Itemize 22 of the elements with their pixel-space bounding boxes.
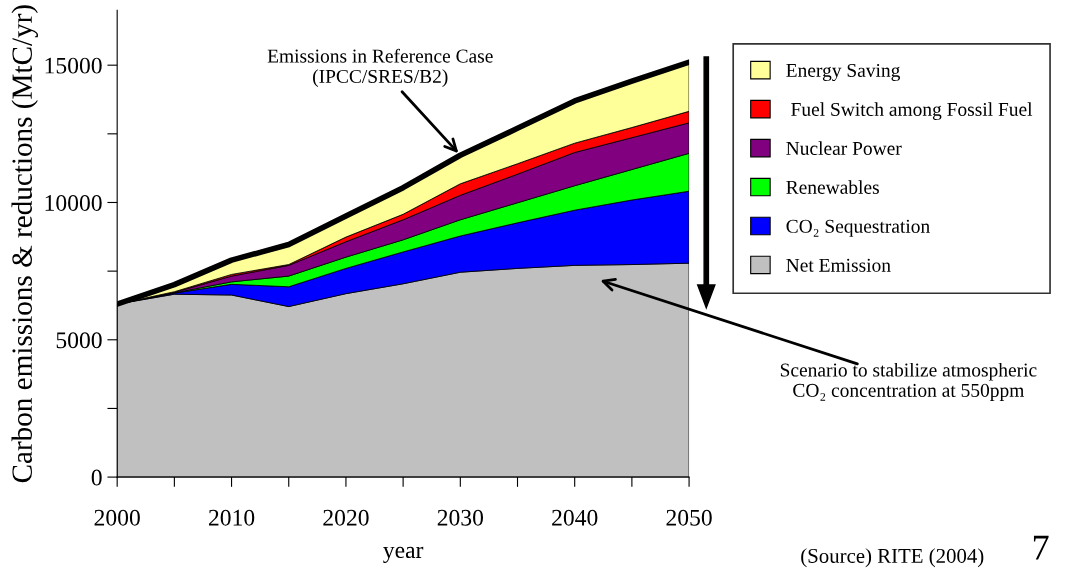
text: (Source) RITE (2004) [801, 548, 984, 568]
x-tick-label: 2050 [666, 509, 712, 526]
y-tick-label: 15000 [45, 57, 102, 74]
legend-label: CO₂ Sequestration [786, 219, 930, 237]
x-tick-label: 2030 [437, 509, 484, 526]
x-tick-label: 2020 [323, 509, 369, 526]
y-tick-label: 5000 [56, 332, 102, 349]
y-axis-title: Carbon emissions & reductions (MtC/yr) [11, 5, 39, 483]
legend-label: Energy Saving [786, 63, 901, 81]
y-tick-label: 0 [91, 469, 102, 486]
x-tick-label: 2040 [552, 509, 598, 526]
y-tick-label: 10000 [45, 194, 102, 211]
legend-label: Nuclear Power [786, 141, 902, 155]
x-tick-label: 2010 [208, 509, 255, 526]
legend-label: Fuel Switch among Fossil Fuel [791, 102, 1033, 120]
x-axis-title: year [383, 546, 424, 563]
legend-label: Net Emission [786, 258, 891, 272]
text: Scenario to stabilize atmospheric CO₂ concentration at 550ppm [780, 362, 1037, 401]
x-tick-label: 2000 [94, 509, 140, 526]
annotation: Emissions in Reference Case (IPCC/SRES/B2) [267, 48, 493, 87]
text: 7 [1033, 535, 1049, 560]
legend-label: Renewables [786, 180, 879, 194]
